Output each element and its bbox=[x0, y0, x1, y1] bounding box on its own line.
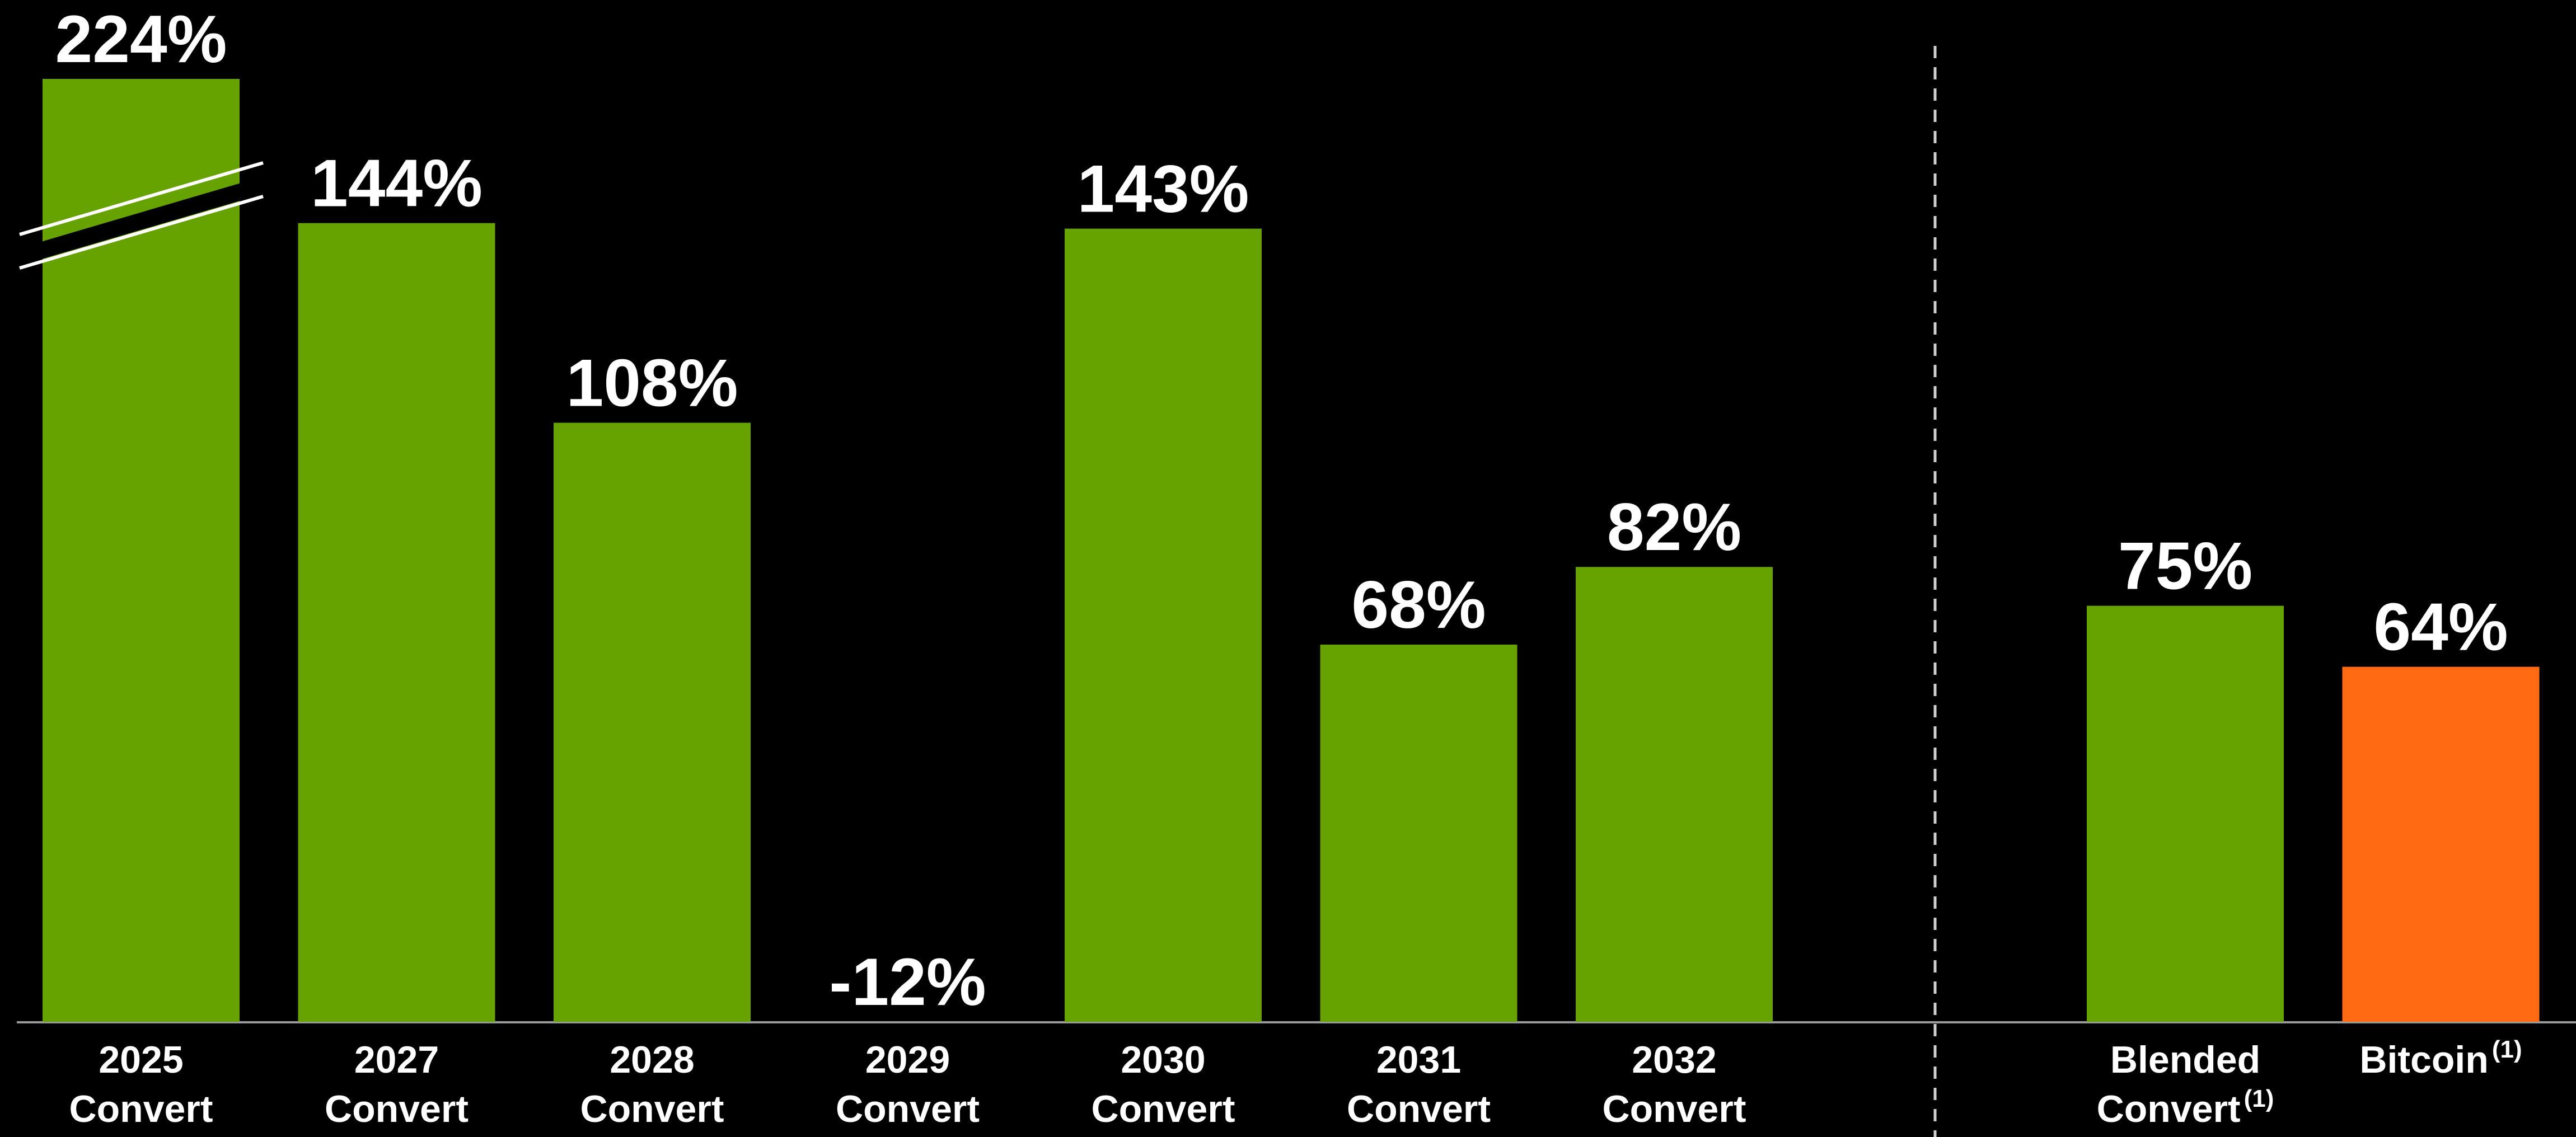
x-tick-label: 2029 Convert bbox=[799, 1035, 1017, 1134]
bar bbox=[554, 422, 751, 1022]
value-label: 82% bbox=[1607, 490, 1741, 565]
axis-break bbox=[19, 161, 264, 236]
category: 2032 Convert bbox=[1602, 1039, 1746, 1130]
x-tick-label: 2031 Convert bbox=[1310, 1035, 1528, 1134]
value-label: 75% bbox=[2118, 529, 2252, 604]
value-label: 144% bbox=[311, 146, 483, 221]
category: 2027 Convert bbox=[325, 1039, 469, 1130]
bar bbox=[1576, 567, 1773, 1022]
value-label: 108% bbox=[566, 346, 738, 421]
footnote-marker: (1) bbox=[2491, 1036, 2522, 1063]
bars bbox=[43, 79, 2540, 1022]
x-tick-label: Blended Convert (1) bbox=[2076, 1035, 2294, 1134]
category: Bitcoin bbox=[2359, 1039, 2489, 1081]
category: 2029 Convert bbox=[836, 1039, 980, 1130]
category: Blended Convert bbox=[2096, 1039, 2261, 1130]
value-label: 224% bbox=[55, 2, 227, 77]
bar bbox=[2342, 666, 2540, 1022]
value-label: 64% bbox=[2373, 590, 2508, 665]
value-label: 68% bbox=[1351, 567, 1486, 642]
value-label: -12% bbox=[829, 945, 986, 1019]
bar bbox=[2087, 605, 2284, 1022]
x-tick-label: Bitcoin (1) bbox=[2332, 1035, 2550, 1084]
axis-break bbox=[17, 177, 266, 265]
x-tick-label: 2027 Convert bbox=[288, 1035, 506, 1134]
x-tick-label: 2028 Convert bbox=[543, 1035, 761, 1134]
footnote-marker: (1) bbox=[2244, 1085, 2274, 1112]
x-tick-label: 2030 Convert bbox=[1054, 1035, 1272, 1134]
category: 2025 Convert bbox=[69, 1039, 213, 1130]
bar bbox=[1320, 645, 1518, 1022]
bar bbox=[298, 223, 495, 1022]
bar bbox=[1065, 228, 1262, 1022]
axis-break bbox=[19, 195, 264, 270]
x-tick-label: 2032 Convert bbox=[1565, 1035, 1783, 1134]
value-label: 143% bbox=[1078, 152, 1249, 227]
category: 2028 Convert bbox=[580, 1039, 724, 1130]
category: 2031 Convert bbox=[1347, 1039, 1491, 1130]
category: 2030 Convert bbox=[1091, 1039, 1235, 1130]
bar bbox=[43, 79, 240, 1022]
x-tick-label: 2025 Convert bbox=[32, 1035, 250, 1134]
